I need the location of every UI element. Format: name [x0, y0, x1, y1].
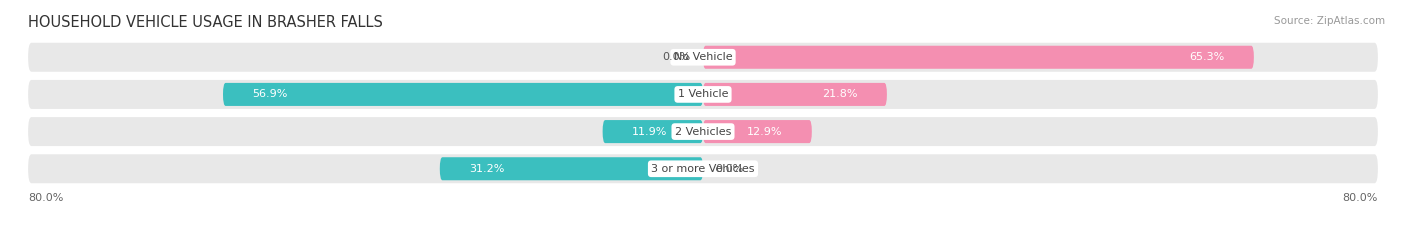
FancyBboxPatch shape [28, 154, 1378, 183]
Text: 31.2%: 31.2% [470, 164, 505, 174]
Text: 3 or more Vehicles: 3 or more Vehicles [651, 164, 755, 174]
Text: 0.0%: 0.0% [716, 164, 744, 174]
Text: 80.0%: 80.0% [1343, 193, 1378, 203]
Text: 56.9%: 56.9% [253, 89, 288, 99]
Text: 21.8%: 21.8% [823, 89, 858, 99]
Text: Source: ZipAtlas.com: Source: ZipAtlas.com [1274, 16, 1385, 26]
Text: HOUSEHOLD VEHICLE USAGE IN BRASHER FALLS: HOUSEHOLD VEHICLE USAGE IN BRASHER FALLS [28, 15, 382, 30]
FancyBboxPatch shape [703, 120, 811, 143]
Text: No Vehicle: No Vehicle [673, 52, 733, 62]
Text: 1 Vehicle: 1 Vehicle [678, 89, 728, 99]
FancyBboxPatch shape [703, 83, 887, 106]
FancyBboxPatch shape [28, 43, 1378, 72]
Text: 65.3%: 65.3% [1189, 52, 1225, 62]
FancyBboxPatch shape [703, 46, 1254, 69]
Text: 12.9%: 12.9% [747, 127, 782, 137]
FancyBboxPatch shape [28, 117, 1378, 146]
Text: 11.9%: 11.9% [633, 127, 668, 137]
Text: 2 Vehicles: 2 Vehicles [675, 127, 731, 137]
FancyBboxPatch shape [440, 157, 703, 180]
FancyBboxPatch shape [224, 83, 703, 106]
Text: 0.0%: 0.0% [662, 52, 690, 62]
FancyBboxPatch shape [603, 120, 703, 143]
Text: 80.0%: 80.0% [28, 193, 63, 203]
FancyBboxPatch shape [28, 80, 1378, 109]
